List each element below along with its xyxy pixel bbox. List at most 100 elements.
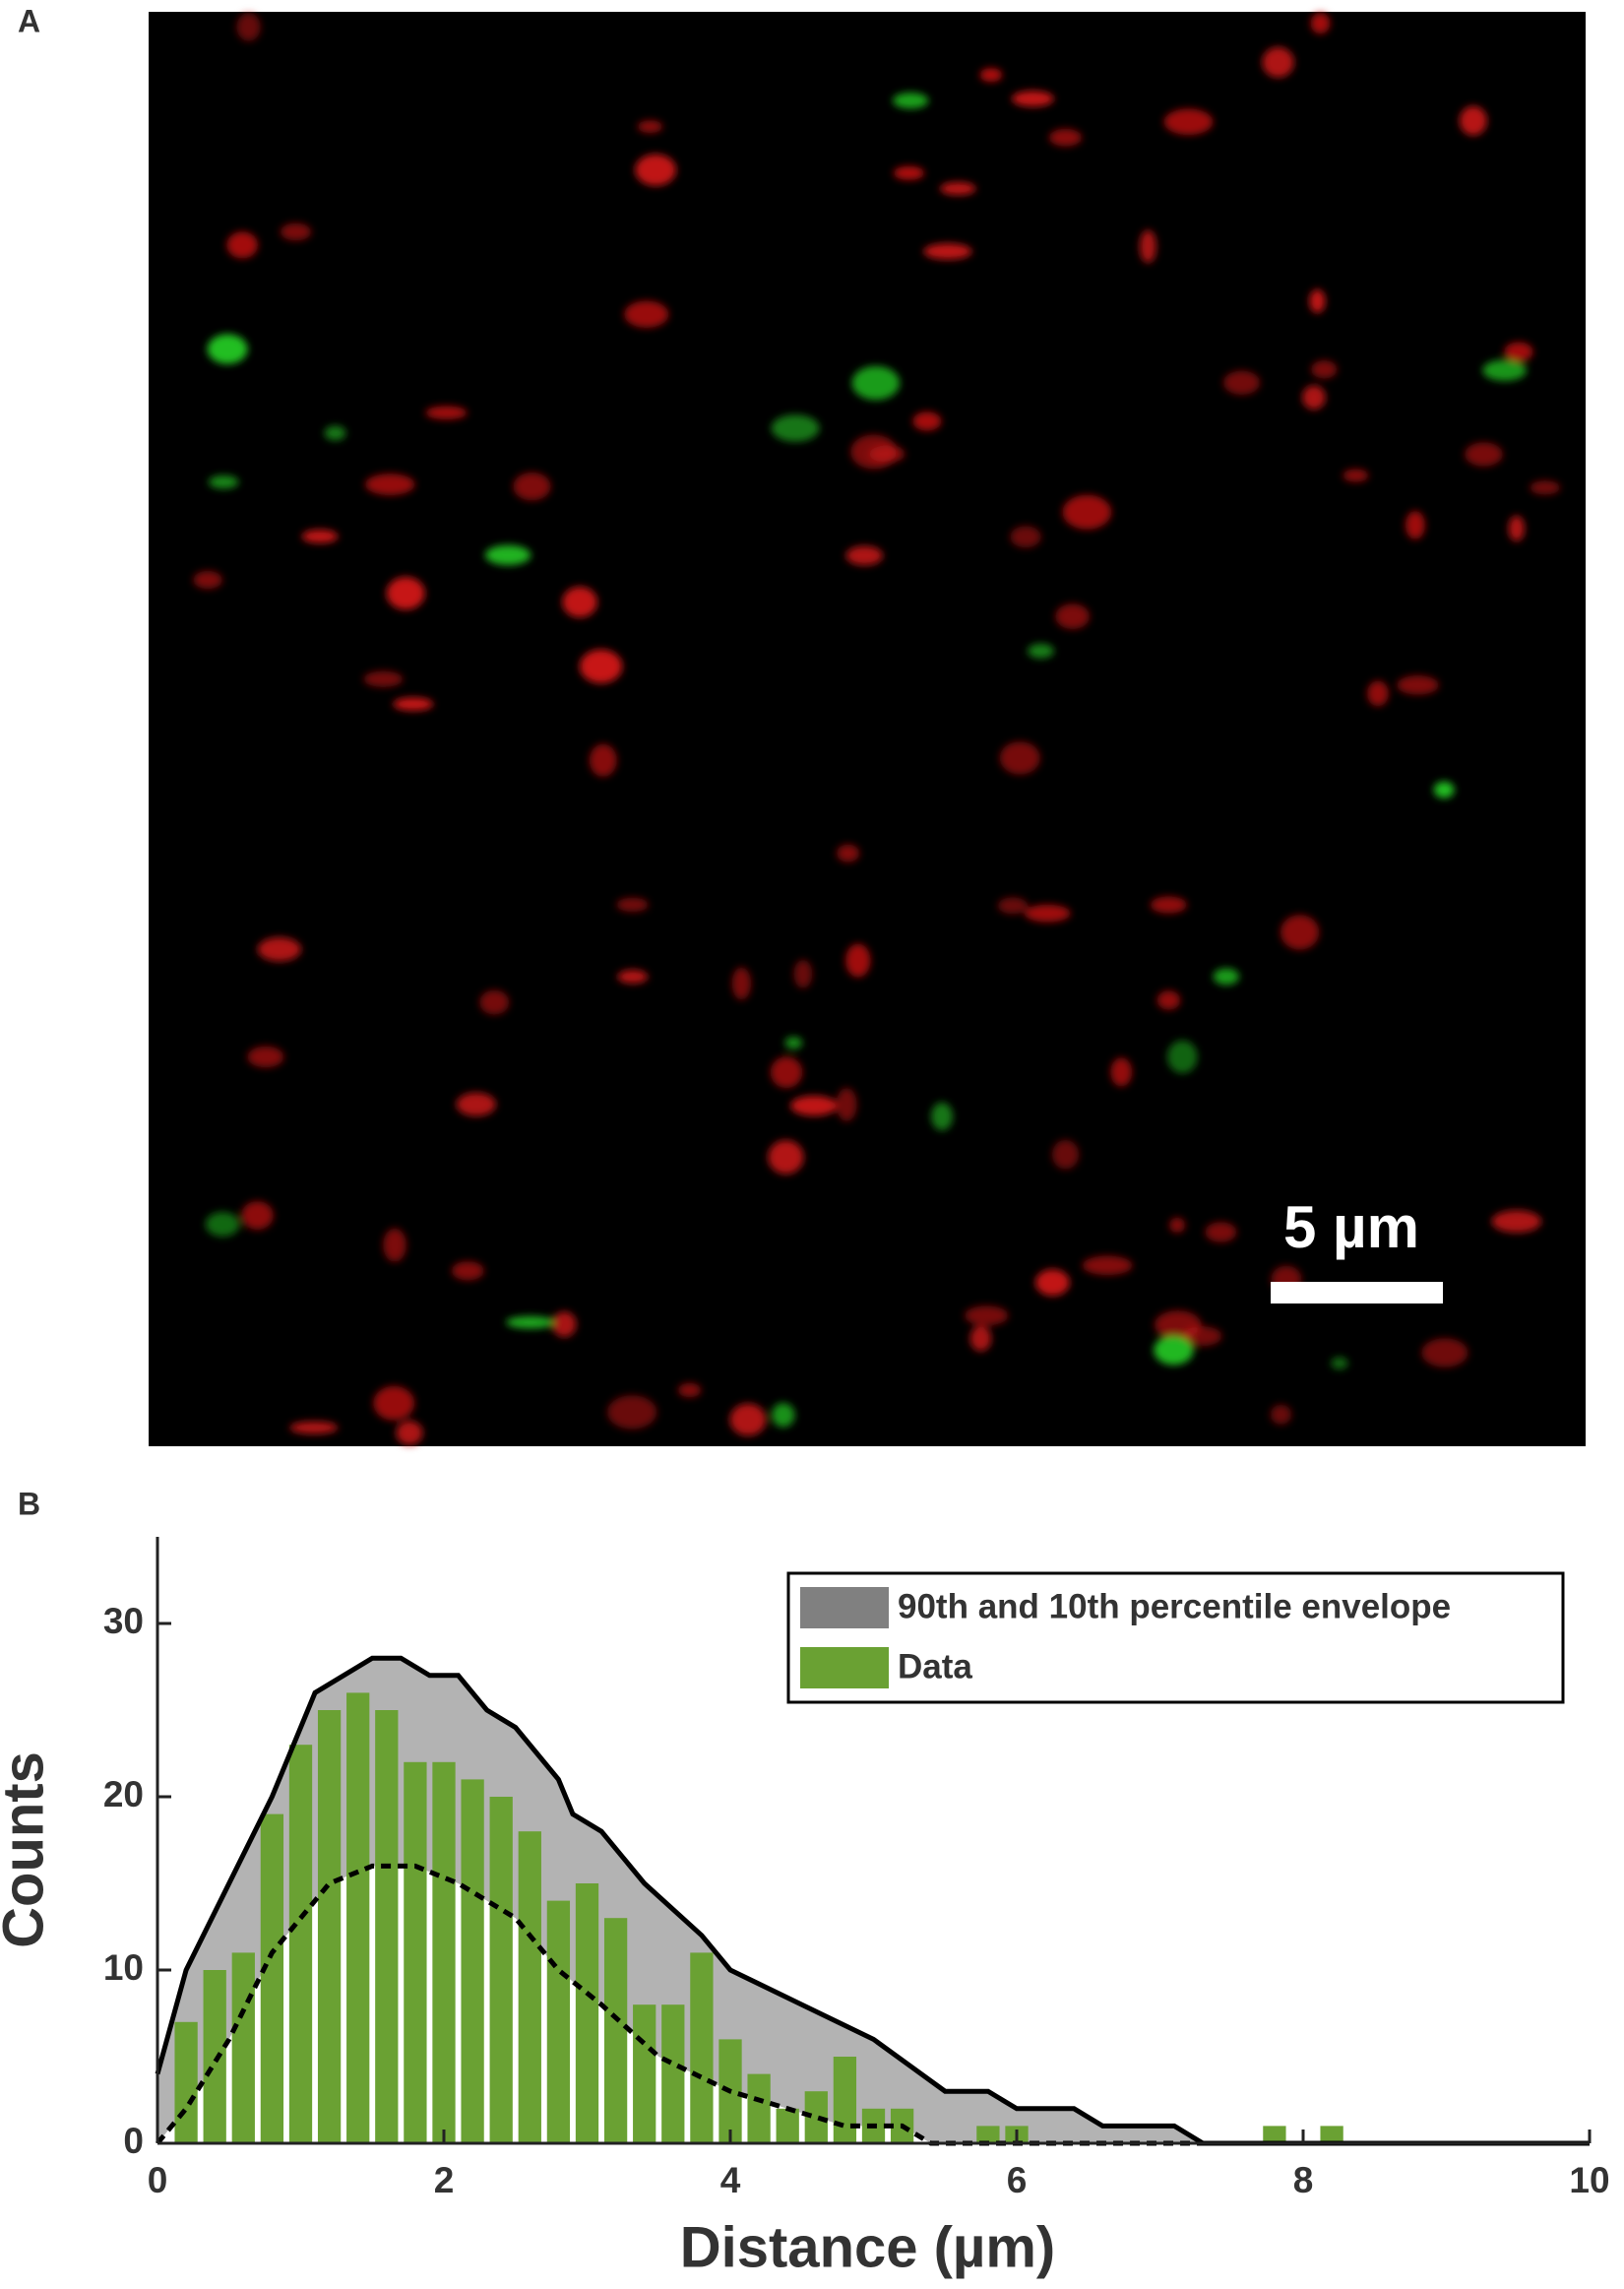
spot — [965, 1305, 1009, 1326]
spot — [997, 897, 1029, 915]
spot — [1024, 904, 1071, 922]
bar — [804, 2091, 828, 2143]
bar — [461, 1779, 484, 2143]
spot — [845, 943, 871, 978]
scale-bar — [1271, 1282, 1443, 1303]
spot — [373, 1385, 415, 1421]
spot — [236, 13, 261, 41]
x-tick-label: 0 — [148, 2160, 168, 2200]
spot — [1280, 915, 1320, 950]
x-tick-label: 8 — [1293, 2160, 1314, 2200]
spot — [790, 1095, 838, 1116]
spot — [999, 741, 1040, 775]
spot — [837, 844, 860, 862]
x-tick-label: 4 — [720, 2160, 741, 2200]
spot — [771, 414, 820, 442]
spot — [208, 476, 239, 489]
spot — [1154, 1335, 1194, 1366]
envelope-area — [157, 1658, 1590, 2143]
spot — [1482, 359, 1528, 381]
micrograph-spots — [193, 12, 1561, 1445]
spot — [193, 570, 222, 590]
legend-swatch — [800, 1647, 889, 1688]
legend-swatch — [800, 1587, 889, 1628]
x-tick-label: 10 — [1569, 2160, 1609, 2200]
bar — [346, 1692, 370, 2143]
spot — [770, 1056, 803, 1089]
spot — [1222, 370, 1261, 395]
spot — [1343, 469, 1369, 482]
spot — [1011, 91, 1054, 107]
bar — [375, 1710, 399, 2143]
spot — [1110, 1057, 1133, 1087]
spot — [1405, 511, 1425, 540]
scale-bar-label: 5 µm — [1283, 1194, 1419, 1260]
micrograph — [149, 12, 1586, 1446]
spot — [1028, 643, 1054, 659]
spot — [912, 412, 942, 431]
y-tick-label: 0 — [123, 2121, 144, 2161]
bar — [661, 2004, 685, 2143]
spot — [1155, 1310, 1202, 1340]
legend-label: Data — [898, 1647, 972, 1685]
spot — [1262, 46, 1294, 78]
spot — [1270, 1404, 1292, 1425]
bar — [603, 1918, 628, 2143]
envelope-line — [156, 1863, 1590, 2146]
bar — [518, 1831, 541, 2143]
bar — [1320, 2126, 1343, 2143]
spot — [484, 544, 531, 566]
spot — [850, 434, 898, 470]
spot — [1310, 12, 1331, 34]
spot — [784, 1037, 803, 1049]
spot — [923, 243, 972, 260]
bar — [575, 1883, 599, 2143]
bar — [633, 2004, 656, 2143]
spot — [226, 231, 259, 259]
spot — [1465, 442, 1503, 467]
spot — [1167, 1040, 1198, 1074]
bar — [404, 1761, 427, 2143]
spot — [205, 1212, 240, 1237]
spot — [1421, 1338, 1468, 1367]
spot — [479, 989, 510, 1015]
spot — [979, 68, 1003, 83]
spot — [241, 1201, 274, 1230]
spot — [931, 1102, 954, 1131]
spot — [1048, 128, 1083, 147]
legend-label: 90th and 10th percentile envelope — [898, 1587, 1451, 1625]
y-tick-label: 10 — [103, 1947, 144, 1988]
spot — [624, 300, 669, 328]
bar — [976, 2126, 1000, 2143]
spot — [1163, 108, 1214, 136]
y-axis-label: Counts — [0, 1751, 55, 1948]
spot — [1213, 968, 1240, 986]
bar — [1263, 2126, 1286, 2143]
spot — [456, 1092, 496, 1116]
spot — [393, 697, 434, 711]
spot — [1055, 604, 1091, 629]
spot — [579, 649, 623, 684]
legend-box — [786, 1571, 1565, 1704]
spot — [562, 586, 597, 618]
spot — [768, 1140, 804, 1175]
spot — [1150, 896, 1187, 914]
spot — [939, 181, 976, 196]
spot — [677, 1382, 702, 1398]
bar — [489, 1797, 513, 2143]
y-tick-label: 30 — [103, 1601, 144, 1641]
spot — [1205, 1222, 1237, 1242]
x-tick-label: 2 — [434, 2160, 455, 2200]
spot — [257, 937, 301, 962]
spot — [552, 1311, 577, 1338]
spot — [845, 545, 884, 566]
spot — [1530, 480, 1561, 495]
spot — [589, 743, 617, 777]
spot — [1309, 288, 1326, 313]
spot — [301, 530, 339, 543]
spot — [1311, 360, 1338, 379]
y-tick-label: 20 — [103, 1774, 144, 1814]
spot — [396, 1421, 423, 1445]
